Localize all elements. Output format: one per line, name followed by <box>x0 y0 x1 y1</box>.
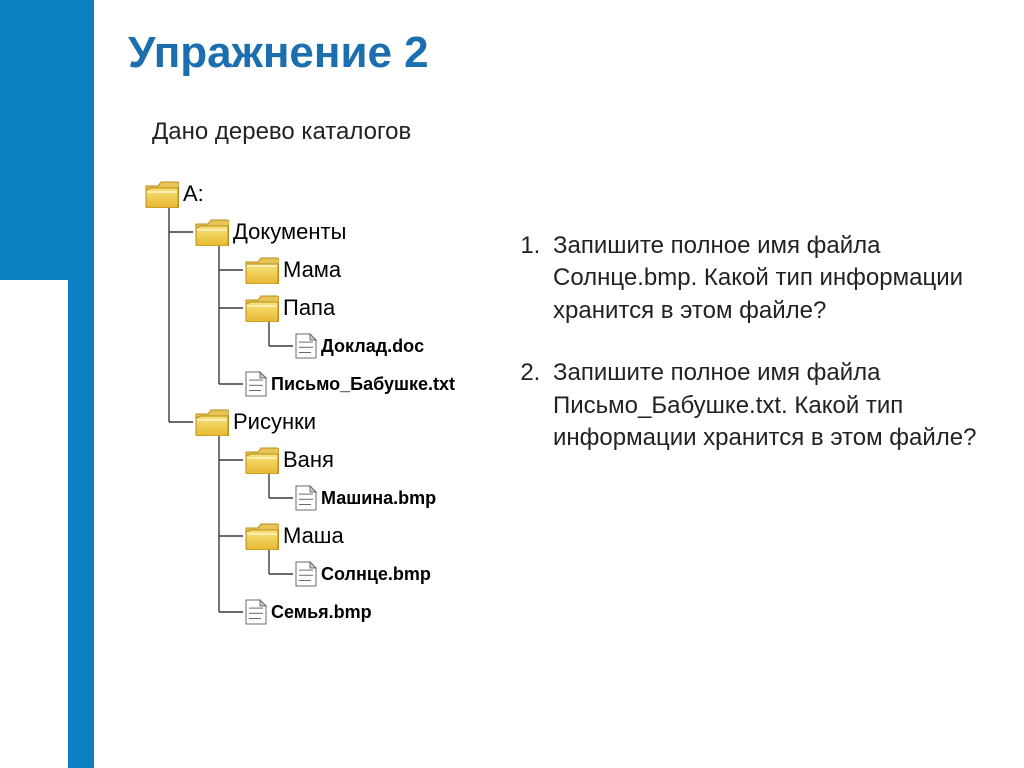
tree-label: A: <box>179 181 204 207</box>
folder-icon <box>245 294 279 322</box>
folder-icon <box>195 218 229 246</box>
folder-icon <box>245 446 279 474</box>
tree-folder: Папа <box>245 289 335 327</box>
tree-label: Мама <box>279 257 341 283</box>
tree-file: Доклад.doc <box>295 327 424 365</box>
tree-file: Машина.bmp <box>295 479 436 517</box>
tree-label: Письмо_Бабушке.txt <box>267 374 455 395</box>
sidebar-accent-thick <box>0 0 68 280</box>
folder-icon <box>245 256 279 284</box>
file-icon <box>295 333 317 359</box>
tree-file: Солнце.bmp <box>295 555 431 593</box>
folder-icon <box>195 408 229 436</box>
sidebar-accent-thin <box>68 0 94 768</box>
tree-label: Папа <box>279 295 335 321</box>
slide: Упражнение 2 Дано дерево каталогов A: До… <box>0 0 1024 768</box>
directory-tree: A: Документы Мама <box>145 175 505 637</box>
tree-folder: Ваня <box>245 441 334 479</box>
tree-label: Маша <box>279 523 344 549</box>
folder-icon <box>145 180 179 208</box>
file-icon <box>295 561 317 587</box>
tree-folder: Мама <box>245 251 341 289</box>
page-subtitle: Дано дерево каталогов <box>152 118 411 146</box>
tree-folder: Рисунки <box>195 403 316 441</box>
tree-file: Письмо_Бабушке.txt <box>245 365 455 403</box>
tree-label: Семья.bmp <box>267 602 372 623</box>
question-item: Запишите полное имя файла Письмо_Бабушке… <box>547 357 985 454</box>
question-list: Запишите полное имя файла Солнце.bmp. Ка… <box>505 230 985 484</box>
tree-label: Ваня <box>279 447 334 473</box>
tree-file: Семья.bmp <box>245 593 372 631</box>
tree-label: Рисунки <box>229 409 316 435</box>
file-icon <box>245 371 267 397</box>
tree-label: Солнце.bmp <box>317 564 431 585</box>
file-icon <box>245 599 267 625</box>
question-item: Запишите полное имя файла Солнце.bmp. Ка… <box>547 230 985 327</box>
file-icon <box>295 485 317 511</box>
tree-label: Доклад.doc <box>317 336 424 357</box>
folder-icon <box>245 522 279 550</box>
tree-label: Документы <box>229 219 346 245</box>
page-title: Упражнение 2 <box>128 28 429 78</box>
tree-folder: Маша <box>245 517 344 555</box>
tree-drive: A: <box>145 175 204 213</box>
tree-folder: Документы <box>195 213 346 251</box>
tree-label: Машина.bmp <box>317 488 436 509</box>
